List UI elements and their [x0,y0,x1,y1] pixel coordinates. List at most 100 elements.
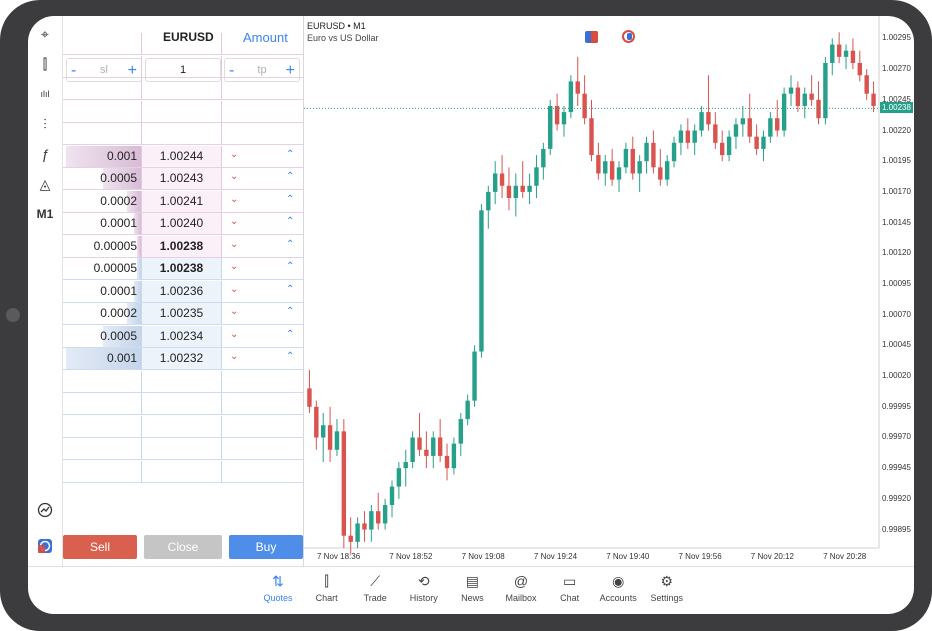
sell-limit-chevron-down-icon[interactable]: ⌄ [230,351,239,362]
quotes-arrows-icon: ⇅ [272,573,284,589]
nav-mailbox[interactable]: @ Mailbox [496,571,546,611]
candle [864,69,869,100]
nav-chat[interactable]: ▭ Chat [545,571,595,611]
crosshair-icon[interactable]: ⌖ [41,25,49,42]
candle [513,173,519,217]
history-clock-icon: ⟲ [417,573,430,589]
candle [348,517,353,555]
volume-bars-icon[interactable]: ılıl [40,89,50,99]
buy-limit-chevron-up-icon[interactable]: ⌃ [286,351,295,362]
buy-limit-chevron-up-icon[interactable]: ⌃ [286,193,295,205]
nav-chart[interactable]: ⫿ Chart [302,571,352,611]
sl-minus-button[interactable]: - [71,62,77,79]
candle [320,412,326,463]
buy-limit-chevron-up-icon[interactable]: ⌃ [286,328,295,340]
tp-plus-button[interactable]: + [285,62,295,79]
buy-level-row[interactable]: 0.001 1.00232 ⌄ ⌃ [63,348,303,370]
buy-limit-chevron-up-icon[interactable]: ⌃ [286,148,295,160]
sell-price-cell[interactable]: 1.00238 [142,235,222,257]
buy-volume-bar [65,348,141,369]
volume-field[interactable]: 1 [145,58,221,82]
amount-toggle[interactable]: Amount [243,30,288,45]
close-button[interactable]: Close [144,535,222,559]
signal-icon[interactable] [622,30,635,43]
sell-price-cell[interactable]: 1.00240 [142,213,222,234]
buy-price-cell[interactable]: 1.00236 [142,280,222,302]
buy-limit-chevron-up-icon[interactable]: ⌃ [286,171,295,182]
price-tick-label: 1.00295 [882,33,911,43]
sell-limit-chevron-down-icon[interactable]: ⌄ [230,328,239,340]
sell-level-row[interactable]: 0.0002 1.00241 ⌄ ⌃ [63,190,303,213]
buy-level-row[interactable]: 0.0001 1.00236 ⌄ ⌃ [63,280,303,303]
candle [458,412,463,456]
buy-button[interactable]: Buy [229,535,303,559]
buy-limit-chevron-up-icon[interactable]: ⌃ [286,216,295,227]
sell-limit-chevron-down-icon[interactable]: ⌄ [230,261,239,272]
nav-history[interactable]: ⟲ History [399,571,449,611]
dom-empty-row [63,415,303,438]
candle [444,443,450,481]
buy-volume-value: 0.0001 [100,283,137,298]
chart-canvas[interactable] [304,16,914,566]
buy-limit-chevron-up-icon[interactable]: ⌃ [286,306,295,317]
sell-level-row[interactable]: 0.0005 1.00243 ⌄ ⌃ [63,168,303,190]
price-chart[interactable]: EURUSD • M1 Euro vs US Dollar 1.00295 1.0… [304,16,914,566]
nav-settings[interactable]: ⚙ Settings [642,571,692,611]
price-tick-label: 1.00020 [882,371,911,381]
sell-limit-chevron-down-icon[interactable]: ⌄ [230,171,239,182]
buy-price-cell[interactable]: 1.00234 [142,325,222,347]
function-icon[interactable]: ƒ [41,146,49,162]
tp-placeholder: tp [257,64,267,76]
candle [630,136,635,180]
sell-price-cell[interactable]: 1.00241 [142,190,222,212]
tp-minus-button[interactable]: - [229,62,235,79]
sell-level-row[interactable]: 0.0001 1.00240 ⌄ ⌃ [63,213,303,235]
nav-quotes[interactable]: ⇅ Quotes [253,571,303,611]
sell-limit-chevron-down-icon[interactable]: ⌄ [230,216,239,227]
chart-candles-icon: ⫿ [324,573,329,589]
buy-level-row[interactable]: 0.0005 1.00234 ⌄ ⌃ [63,325,303,348]
candle [788,75,794,106]
sell-limit-chevron-down-icon[interactable]: ⌄ [230,306,239,317]
trend-circle-icon[interactable] [28,498,62,522]
sell-limit-chevron-down-icon[interactable]: ⌄ [230,283,239,295]
candle [520,161,525,199]
dom-header: EURUSD Amount [63,16,303,54]
sl-plus-button[interactable]: + [127,62,137,79]
buy-limit-chevron-up-icon[interactable]: ⌃ [286,261,295,272]
buy-level-row[interactable]: 0.00005 1.00238 ⌄ ⌃ [63,258,303,280]
buy-limit-chevron-up-icon[interactable]: ⌃ [286,238,295,250]
sell-limit-chevron-down-icon[interactable]: ⌄ [230,193,239,205]
nav-trade[interactable]: ⟋ Trade [350,571,400,611]
sell-limit-chevron-down-icon[interactable]: ⌄ [230,238,239,250]
candle [671,136,677,168]
nav-accounts[interactable]: ◉ Accounts [593,571,643,611]
price-tick-label: 0.99920 [882,493,911,503]
sell-button[interactable]: Sell [63,535,137,559]
candle [781,87,787,137]
take-profit-field[interactable]: - tp + [224,58,300,82]
buy-price-cell[interactable]: 1.00232 [142,348,222,369]
sell-price-cell[interactable]: 1.00244 [142,145,222,167]
objects-shapes-icon[interactable]: ◬ [39,175,51,192]
nav-news[interactable]: ▤ News [447,571,497,611]
sell-price-cell[interactable]: 1.00243 [142,168,222,189]
buy-limit-chevron-up-icon[interactable]: ⌃ [286,283,295,295]
nav-label: Chart [315,593,338,603]
sell-level-row[interactable]: 0.001 1.00244 ⌄ ⌃ [63,145,303,168]
indicators-sliders-icon[interactable]: ⫶ [43,115,47,132]
home-button[interactable] [6,308,20,322]
buy-price-cell[interactable]: 1.00235 [142,303,222,324]
sell-limit-chevron-down-icon[interactable]: ⌄ [230,148,239,160]
buy-price-cell[interactable]: 1.00238 [142,258,222,279]
sell-level-row[interactable]: 0.00005 1.00238 ⌄ ⌃ [63,235,303,258]
buy-level-row[interactable]: 0.0002 1.00235 ⌄ ⌃ [63,303,303,325]
dom-empty-row [63,370,303,393]
timeframe-button[interactable]: M1 [36,207,54,221]
candlestick-icon[interactable]: ⫿ [42,55,48,72]
app-logo-icon[interactable] [28,534,62,558]
sell-volume-cell: 0.0001 [63,213,142,234]
candle [575,56,580,106]
candle [582,75,587,125]
